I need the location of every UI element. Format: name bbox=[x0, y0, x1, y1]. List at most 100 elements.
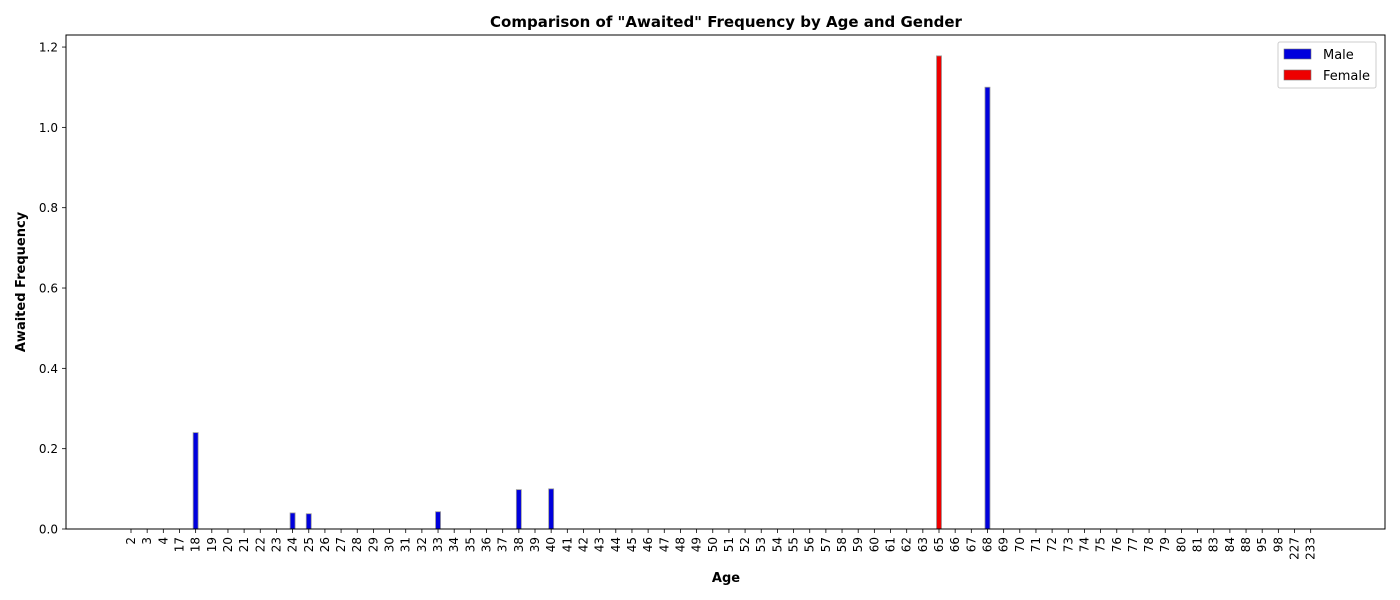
x-tick-label-60: 60 bbox=[867, 537, 881, 552]
x-tick-label-22: 22 bbox=[253, 537, 267, 552]
x-tick-label-17: 17 bbox=[172, 537, 186, 552]
y-axis-label: Awaited Frequency bbox=[14, 211, 29, 352]
x-tick-label-32: 32 bbox=[415, 537, 429, 552]
chart-title: Comparison of "Awaited" Frequency by Age… bbox=[490, 13, 963, 31]
x-tick-label-76: 76 bbox=[1110, 537, 1124, 552]
x-axis-label: Age bbox=[712, 571, 740, 586]
x-tick-label-88: 88 bbox=[1239, 537, 1253, 552]
x-tick-label-2: 2 bbox=[124, 537, 138, 545]
bar-male-age-38 bbox=[515, 489, 522, 530]
y-tick-label-0-6: 0.6 bbox=[39, 282, 58, 296]
x-tick-label-55: 55 bbox=[787, 537, 801, 552]
x-tick-label-25: 25 bbox=[302, 537, 316, 552]
x-tick-label-35: 35 bbox=[463, 537, 477, 552]
x-tick-label-23: 23 bbox=[269, 537, 283, 552]
x-tick-label-19: 19 bbox=[205, 537, 219, 552]
x-tick-label-24: 24 bbox=[286, 537, 300, 552]
x-tick-label-44: 44 bbox=[609, 537, 623, 552]
x-axis-ticks: 2 3 4 17 18 19 20 21 22 23 24 25 26 27 28 29 30 31 32 33 34 3… bbox=[124, 529, 1318, 560]
x-tick-label-66: 66 bbox=[948, 537, 962, 552]
x-tick-label-28: 28 bbox=[350, 537, 364, 552]
x-tick-label-77: 77 bbox=[1126, 537, 1140, 552]
y-tick-label-0-4: 0.4 bbox=[39, 362, 58, 376]
y-tick-label-1-0: 1.0 bbox=[39, 121, 58, 135]
x-tick-label-37: 37 bbox=[496, 537, 510, 552]
x-tick-label-63: 63 bbox=[916, 537, 930, 552]
x-tick-label-52: 52 bbox=[738, 537, 752, 552]
x-tick-label-75: 75 bbox=[1094, 537, 1108, 552]
bar-male-age-24 bbox=[289, 512, 296, 530]
x-tick-label-59: 59 bbox=[851, 537, 865, 552]
x-tick-label-58: 58 bbox=[835, 537, 849, 552]
y-axis-ticks: 0.0 0.2 0.4 0.6 0.8 1.0 1.2 bbox=[39, 41, 66, 537]
x-tick-label-42: 42 bbox=[576, 537, 590, 552]
x-tick-label-45: 45 bbox=[625, 537, 639, 552]
x-tick-label-18: 18 bbox=[189, 537, 203, 552]
x-tick-label-29: 29 bbox=[366, 537, 380, 552]
bar-male-age-40 bbox=[548, 488, 555, 530]
x-tick-label-20: 20 bbox=[221, 537, 235, 552]
bar-male-age-33 bbox=[435, 511, 441, 530]
x-tick-label-3: 3 bbox=[140, 537, 154, 545]
bar-female-age-65 bbox=[936, 55, 942, 530]
x-tick-label-31: 31 bbox=[399, 537, 413, 552]
x-tick-label-40: 40 bbox=[544, 537, 558, 552]
x-tick-label-36: 36 bbox=[480, 537, 494, 552]
x-tick-label-33: 33 bbox=[431, 537, 445, 552]
x-tick-label-43: 43 bbox=[593, 537, 607, 552]
x-tick-label-98: 98 bbox=[1271, 537, 1285, 552]
bar-male-age-68 bbox=[984, 86, 991, 530]
bars-group bbox=[192, 55, 991, 530]
x-tick-label-51: 51 bbox=[722, 537, 736, 552]
x-tick-label-65: 65 bbox=[932, 537, 946, 552]
x-tick-label-80: 80 bbox=[1174, 537, 1188, 552]
x-tick-label-47: 47 bbox=[657, 537, 671, 552]
x-tick-label-227: 227 bbox=[1288, 537, 1302, 560]
y-tick-label-0-2: 0.2 bbox=[39, 442, 58, 456]
y-tick-label-1-2: 1.2 bbox=[39, 41, 58, 55]
x-tick-label-39: 39 bbox=[528, 537, 542, 552]
legend-swatch-female bbox=[1283, 69, 1312, 81]
x-tick-label-233: 233 bbox=[1304, 537, 1318, 560]
x-tick-label-69: 69 bbox=[997, 537, 1011, 552]
legend-label-male: Male bbox=[1323, 48, 1354, 63]
x-tick-label-83: 83 bbox=[1207, 537, 1221, 552]
x-tick-label-4: 4 bbox=[156, 537, 170, 545]
x-tick-label-50: 50 bbox=[706, 537, 720, 552]
x-tick-label-54: 54 bbox=[770, 537, 784, 552]
x-tick-label-61: 61 bbox=[884, 537, 898, 552]
x-tick-label-70: 70 bbox=[1013, 537, 1027, 552]
legend-label-female: Female bbox=[1323, 69, 1370, 84]
x-tick-label-72: 72 bbox=[1045, 537, 1059, 552]
x-tick-label-78: 78 bbox=[1142, 537, 1156, 552]
plot-area-frame bbox=[65, 34, 1386, 530]
x-tick-label-30: 30 bbox=[383, 537, 397, 552]
legend: Male Female bbox=[1277, 41, 1377, 89]
x-tick-label-84: 84 bbox=[1223, 537, 1237, 552]
x-tick-label-81: 81 bbox=[1191, 537, 1205, 552]
legend-swatch-male bbox=[1283, 48, 1312, 60]
x-tick-label-53: 53 bbox=[754, 537, 768, 552]
x-tick-label-67: 67 bbox=[964, 537, 978, 552]
x-tick-label-68: 68 bbox=[980, 537, 994, 552]
x-tick-label-79: 79 bbox=[1158, 537, 1172, 552]
bar-male-age-18 bbox=[192, 432, 199, 530]
x-tick-label-56: 56 bbox=[803, 537, 817, 552]
x-tick-label-46: 46 bbox=[641, 537, 655, 552]
bar-male-age-25 bbox=[305, 513, 312, 530]
x-tick-label-26: 26 bbox=[318, 537, 332, 552]
x-tick-label-74: 74 bbox=[1077, 537, 1091, 552]
x-tick-label-49: 49 bbox=[690, 537, 704, 552]
x-tick-label-34: 34 bbox=[447, 537, 461, 552]
x-tick-label-38: 38 bbox=[512, 537, 526, 552]
y-tick-label-0-8: 0.8 bbox=[39, 201, 58, 215]
x-tick-label-62: 62 bbox=[900, 537, 914, 552]
x-tick-label-27: 27 bbox=[334, 537, 348, 552]
x-tick-label-41: 41 bbox=[560, 537, 574, 552]
x-tick-label-95: 95 bbox=[1255, 537, 1269, 552]
x-tick-label-48: 48 bbox=[673, 537, 687, 552]
x-tick-label-57: 57 bbox=[819, 537, 833, 552]
y-tick-label-0-0: 0.0 bbox=[39, 523, 58, 537]
x-tick-label-21: 21 bbox=[237, 537, 251, 552]
